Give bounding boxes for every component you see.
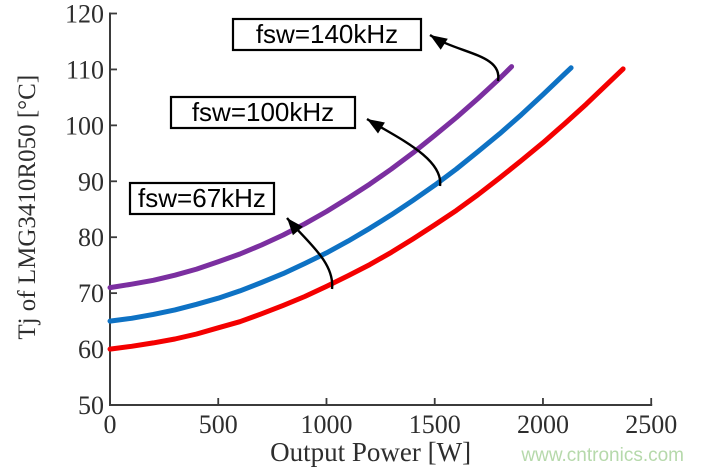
- curve-fsw-67khz: [107, 66, 626, 352]
- watermark: www.cntronics.com: [520, 445, 684, 466]
- axes: [109, 12, 653, 406]
- x-tick-label: 2000: [517, 410, 569, 439]
- annotation-arrowhead: [367, 119, 385, 134]
- annotation-box: [128, 181, 276, 216]
- x-tick-label: 0: [104, 410, 117, 439]
- annotation-fsw-140khz: [231, 17, 500, 82]
- annotation-label: fsw=67kHz: [138, 183, 266, 213]
- annotation-box: [231, 17, 423, 52]
- ticks: [109, 12, 653, 406]
- annotation-label: fsw=100kHz: [192, 97, 334, 127]
- annotation-arrowhead: [287, 218, 303, 236]
- y-axis-title: Tj of LMG3410R050 [°C]: [14, 75, 41, 340]
- annotation-box: [169, 95, 357, 130]
- annotation-fsw-100khz: [169, 95, 442, 187]
- annotation-fsw-67khz: [128, 181, 334, 290]
- y-tick-label: 110: [66, 55, 104, 84]
- x-tick-label: 500: [199, 410, 238, 439]
- y-tick-label: 120: [65, 0, 104, 29]
- y-tick-label: 70: [78, 279, 104, 308]
- y-tick-label: 50: [78, 391, 104, 420]
- x-axis-title: Output Power [W]: [270, 437, 471, 467]
- y-tick-label: 80: [78, 223, 104, 252]
- y-tick-label: 60: [78, 335, 104, 364]
- y-tick-label: 100: [65, 111, 104, 140]
- curve-fsw-140khz: [107, 64, 515, 291]
- x-tick-label: 2500: [625, 410, 677, 439]
- x-tick-label: 1500: [409, 410, 461, 439]
- curve-fsw-100khz: [107, 65, 574, 324]
- y-tick-label: 90: [78, 167, 104, 196]
- annotation-arrowhead: [430, 35, 448, 50]
- x-tick-label: 1000: [300, 410, 352, 439]
- annotation-label: fsw=140kHz: [256, 19, 398, 49]
